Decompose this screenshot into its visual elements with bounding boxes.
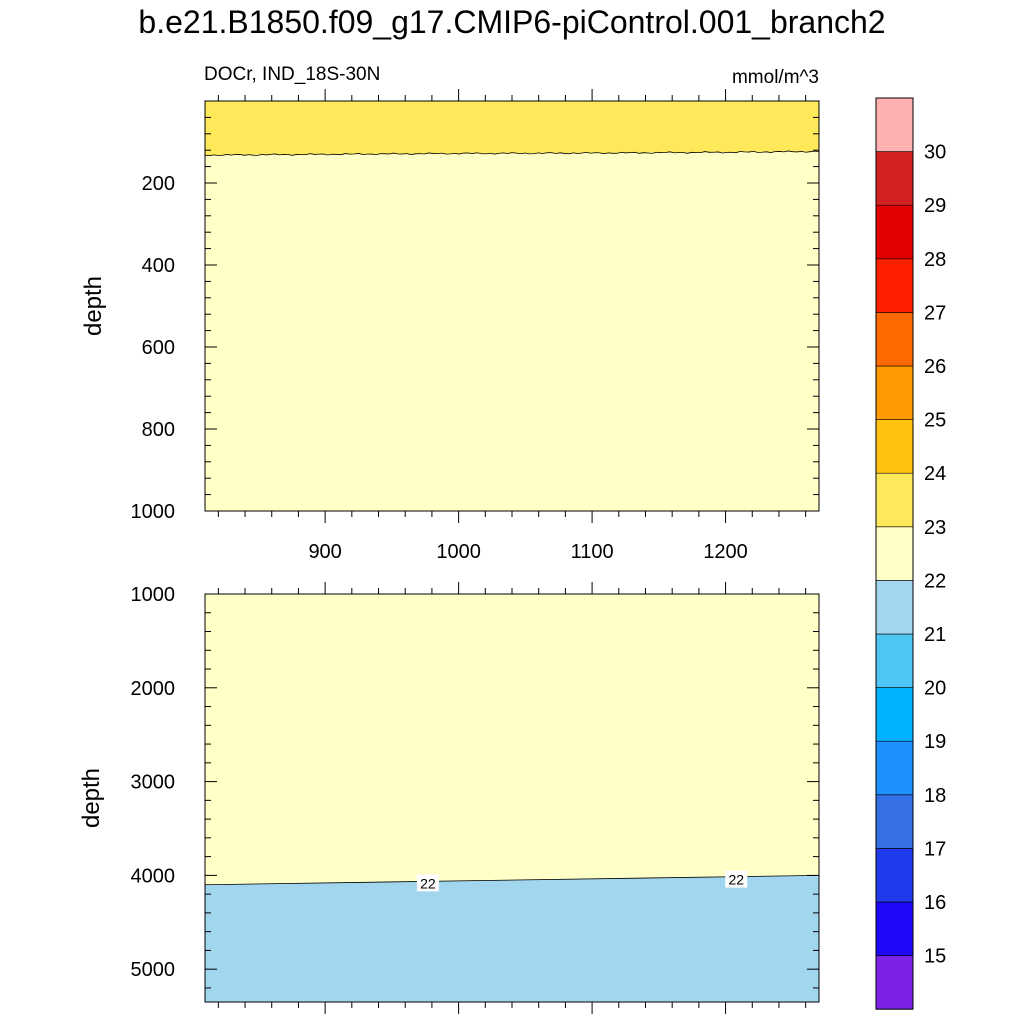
colorbar-label: 25 <box>924 410 946 432</box>
colorbar-box <box>875 740 914 796</box>
y-tick-label: 5000 <box>131 959 176 981</box>
y-tick-label: 800 <box>142 419 175 441</box>
colorbar-box <box>875 848 914 903</box>
colorbar-label: 20 <box>924 678 946 700</box>
colorbar-label: 21 <box>924 624 946 646</box>
colorbar-box <box>875 526 914 581</box>
colorbar-label: 18 <box>924 785 946 807</box>
x-tick-label: 1000 <box>436 541 481 563</box>
y-axis-title: depth <box>78 768 105 828</box>
contour-label-box <box>725 870 748 888</box>
variable-region-subtitle: DOCr, IND_18S-30N <box>204 64 381 85</box>
colorbar-box <box>875 794 914 849</box>
y-tick-label: 4000 <box>131 865 176 887</box>
y-tick-label: 1000 <box>131 501 176 523</box>
contour-label: 22 <box>728 872 744 888</box>
y-axis-title: depth <box>80 276 107 336</box>
colorbar-box <box>875 419 914 474</box>
colorbar-label: 26 <box>924 356 946 378</box>
upper-region-22-23 <box>205 151 819 511</box>
colorbar-box <box>875 97 914 152</box>
colorbar-label: 27 <box>924 302 946 324</box>
colorbar-box <box>875 312 914 367</box>
upper-contour-line <box>205 150 819 157</box>
colorbar-label: 24 <box>924 463 946 485</box>
colorbar-label: 15 <box>924 946 946 968</box>
x-tick-label: 1100 <box>571 541 614 563</box>
colorbar-box <box>875 955 914 1010</box>
colorbar-box <box>875 472 914 528</box>
contour-label-box <box>416 874 439 892</box>
y-tick-label: 400 <box>142 255 175 277</box>
colorbar-label: 19 <box>924 731 946 753</box>
colorbar-box <box>875 580 914 635</box>
colorbar-box <box>875 687 914 742</box>
x-tick-label: 900 <box>308 541 341 563</box>
colorbar-box <box>875 901 914 956</box>
units-subtitle: mmol/m^3 <box>731 67 819 88</box>
lower-plot-area <box>205 594 819 1002</box>
y-tick-label: 200 <box>142 173 175 195</box>
colorbar-box <box>875 633 914 688</box>
colorbar-box <box>875 151 914 206</box>
upper-region-23-24 <box>205 101 819 156</box>
y-tick-label: 2000 <box>131 678 176 700</box>
y-tick-label: 1000 <box>131 584 176 606</box>
lower-region-22-23 <box>205 594 819 885</box>
colorbar-label: 17 <box>924 838 946 860</box>
lower-contour-line <box>205 874 819 886</box>
colorbar-label: 28 <box>924 249 946 271</box>
chart-title: b.e21.B1850.f09_g17.CMIP6-piControl.001_… <box>138 4 886 40</box>
colorbar-box <box>875 258 914 313</box>
x-tick-label: 1200 <box>703 541 748 563</box>
colorbar-label: 23 <box>924 517 946 539</box>
colorbar-label: 16 <box>924 892 946 914</box>
lower-region-21-22 <box>205 875 819 1002</box>
colorbar-label: 29 <box>924 195 946 217</box>
colorbar-frame <box>875 97 914 1010</box>
contour-label: 22 <box>420 875 436 891</box>
upper-plot-area <box>205 101 819 511</box>
colorbar-box <box>875 204 914 260</box>
colorbar-label: 30 <box>924 142 946 164</box>
colorbar-box <box>875 365 914 420</box>
y-tick-label: 600 <box>142 337 175 359</box>
y-tick-label: 3000 <box>131 772 176 794</box>
colorbar-label: 22 <box>924 570 946 592</box>
